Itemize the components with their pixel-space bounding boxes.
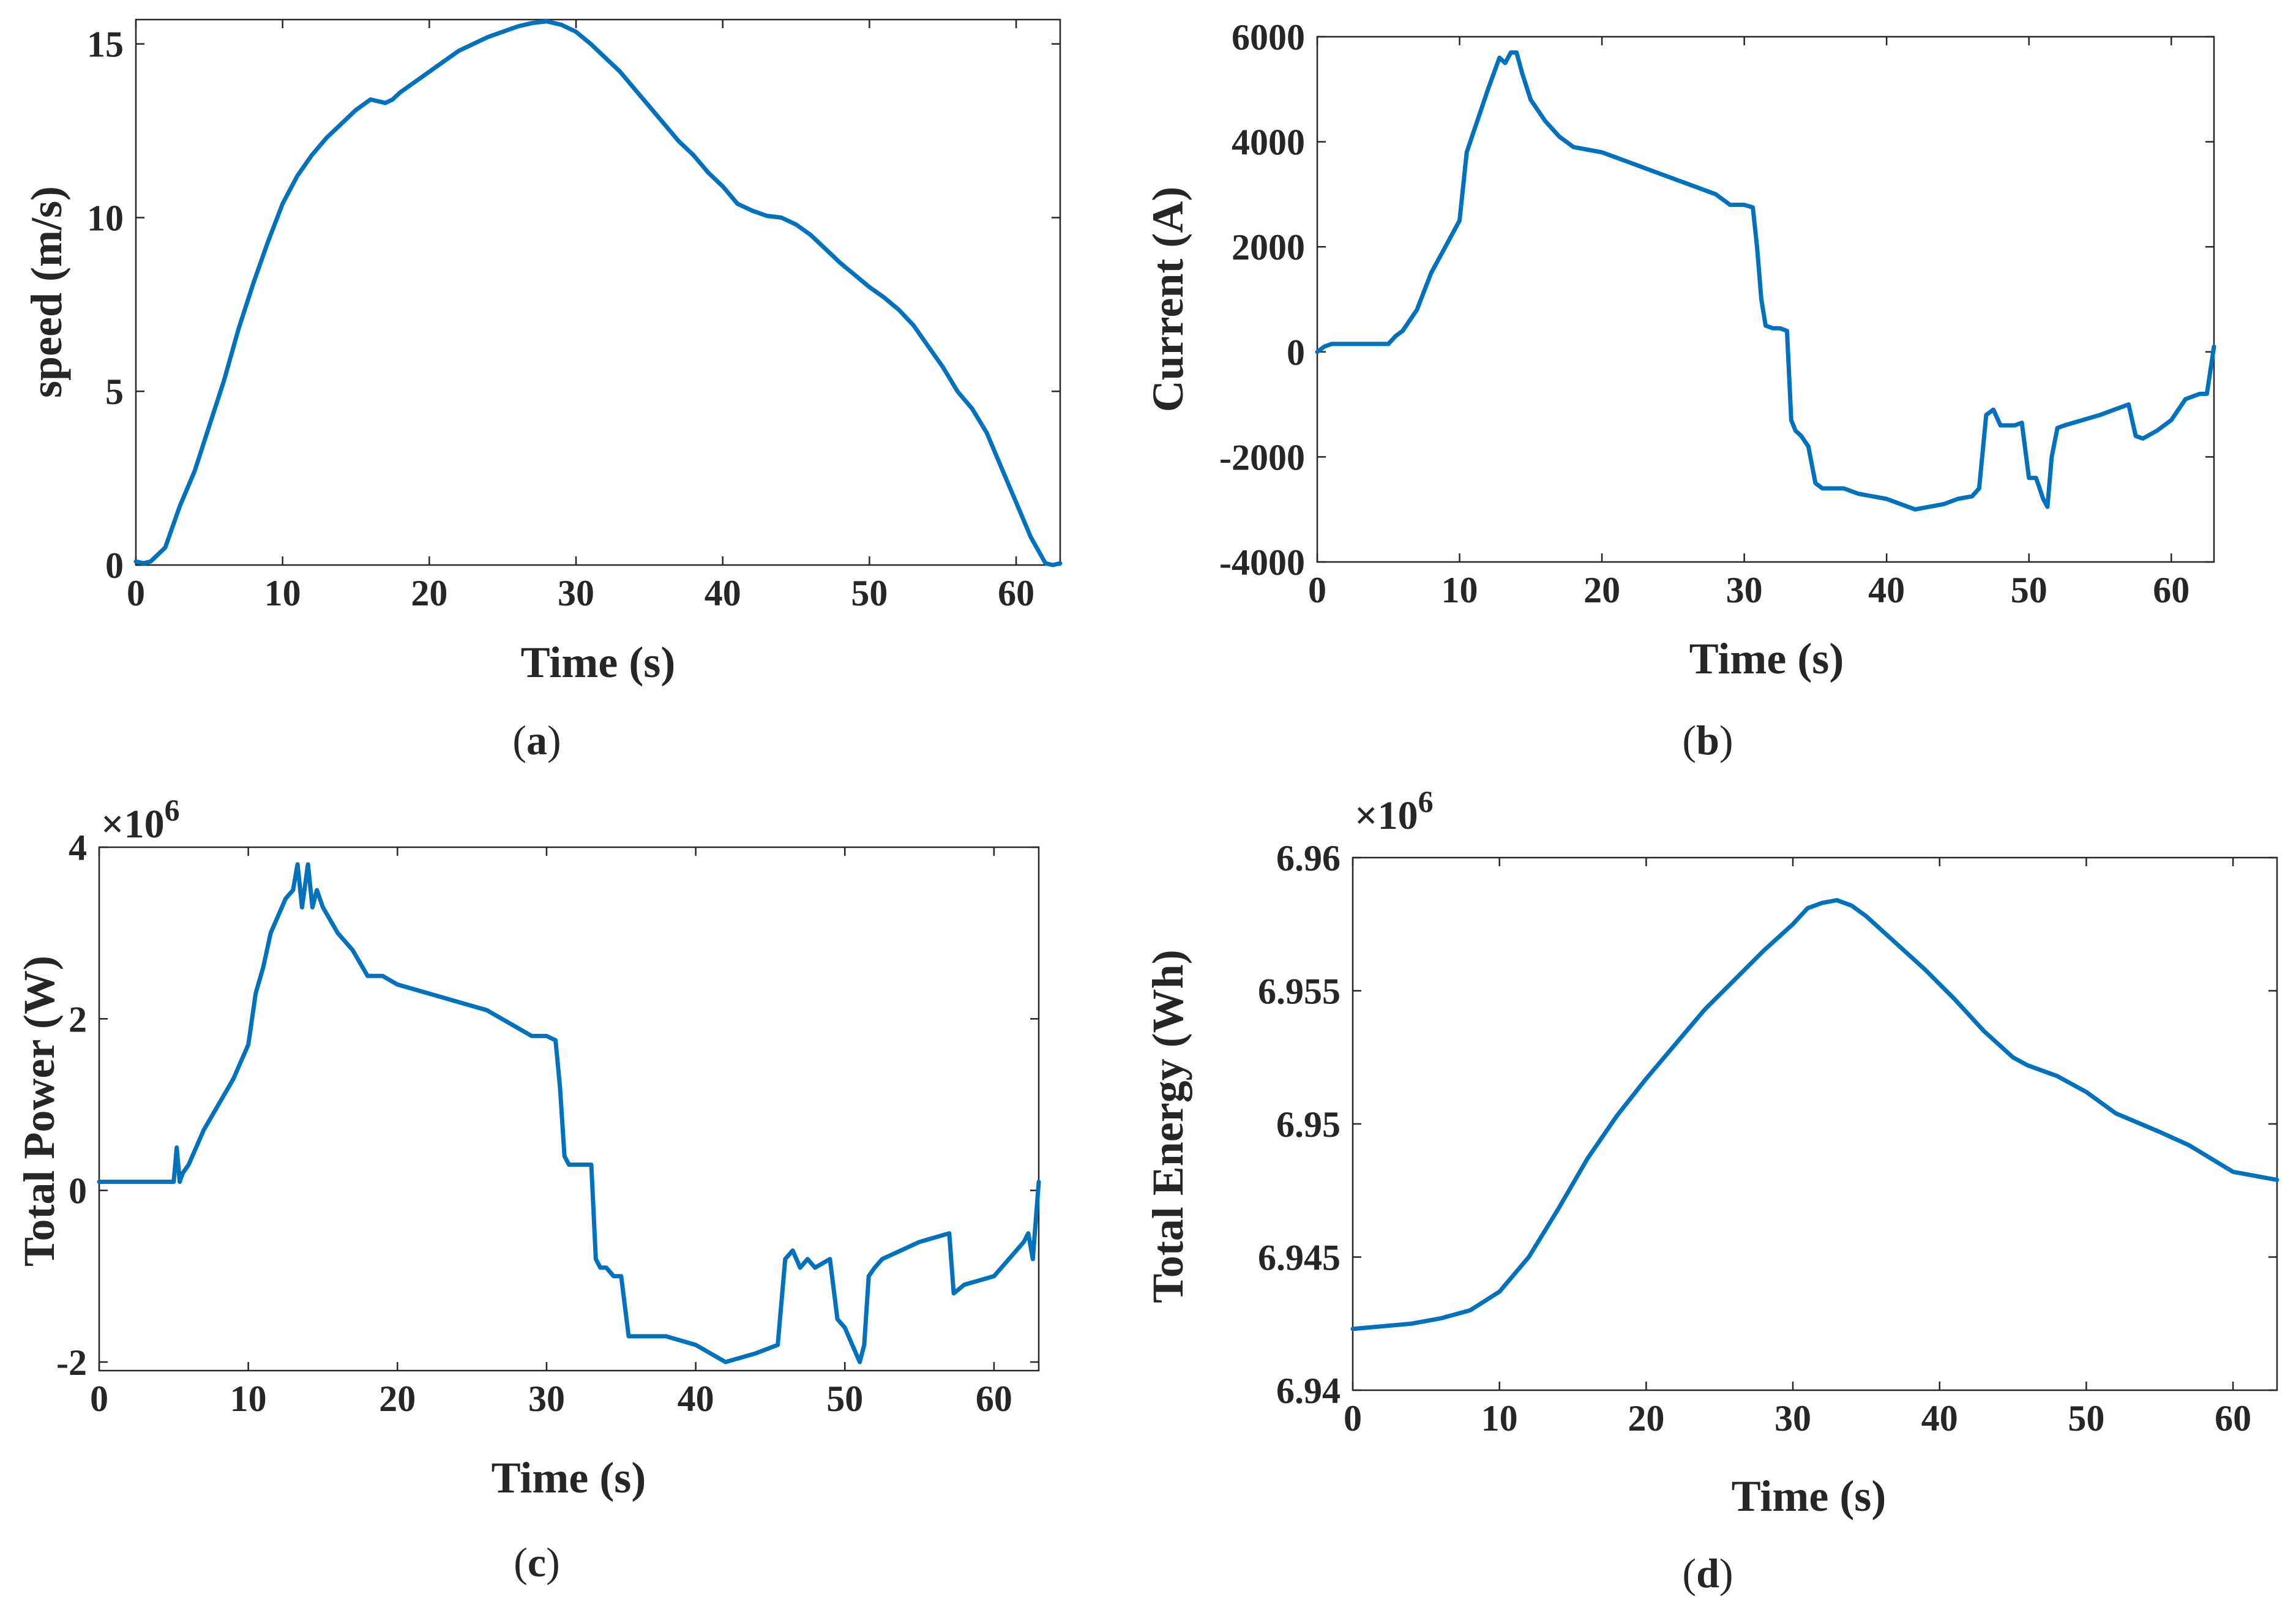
- x-tick-label: 40: [1921, 1398, 1958, 1439]
- x-tick-label: 40: [678, 1379, 714, 1419]
- x-tick-label: 0: [90, 1379, 108, 1419]
- x-tick-label: 40: [1868, 570, 1905, 610]
- x-tick-labels: 0 10 20 30 40 50 60: [127, 573, 1034, 613]
- y-tick-label: 6.94: [1276, 1371, 1341, 1411]
- x-axis-label: Time (s): [1689, 634, 1844, 683]
- x-tick-label: 60: [2153, 570, 2189, 610]
- y-tick-label: 4000: [1232, 122, 1305, 163]
- x-axis-label: Time (s): [521, 638, 676, 687]
- x-tick-label: 10: [230, 1379, 267, 1419]
- x-tick-labels: 0 10 20 30 40 50 60: [1344, 1398, 2251, 1439]
- x-tick-label: 50: [851, 573, 888, 613]
- chart-panel-d: 0 10 20 30 40 50 60 6.94 6.945 6.95 6.955 6.96 ×10…: [1143, 784, 2279, 1596]
- x-tick-label: 60: [2215, 1398, 2251, 1439]
- y-axis-label: Total Power (W): [15, 956, 64, 1267]
- axis-exponent-label: ×106: [1355, 784, 1434, 838]
- x-tick-label: 40: [705, 573, 741, 613]
- y-tick-labels: -2 0 2 4: [56, 828, 87, 1383]
- x-tick-label: 30: [1774, 1398, 1811, 1439]
- y-tick-label: 6.955: [1258, 971, 1341, 1012]
- tick-marks: [1316, 36, 2214, 563]
- y-tick-label: 4: [69, 828, 87, 868]
- x-tick-label: 60: [998, 573, 1034, 613]
- y-tick-label: -2000: [1219, 437, 1305, 477]
- panel-caption: (b): [1682, 717, 1733, 763]
- x-tick-label: 50: [826, 1379, 863, 1419]
- y-tick-label: 5: [105, 372, 124, 412]
- panel-caption-letter: a: [526, 717, 547, 763]
- chart-panel-b: 0 10 20 30 40 50 60 -4000 -2000 0 2000 4000 6000 Ti…: [1143, 17, 2216, 763]
- y-tick-label: -2: [56, 1342, 87, 1383]
- x-tick-label: 60: [976, 1379, 1012, 1419]
- y-tick-label: 6.945: [1258, 1238, 1341, 1278]
- y-tick-label: 6.96: [1276, 838, 1341, 878]
- y-tick-label: 2: [69, 999, 87, 1039]
- series-line-current: [1315, 50, 2216, 512]
- series-line-speed: [133, 19, 1063, 567]
- y-tick-label: 6000: [1232, 17, 1305, 58]
- y-axis-label: Total Energy (Wh): [1143, 949, 1192, 1303]
- x-tick-label: 20: [411, 573, 447, 613]
- x-tick-label: 0: [1308, 570, 1326, 610]
- x-tick-label: 20: [1584, 570, 1620, 610]
- x-tick-labels: 0 10 20 30 40 50 60: [90, 1379, 1012, 1419]
- y-tick-label: 0: [105, 545, 124, 586]
- axes-box: [135, 18, 1061, 566]
- y-axis-label: Current (A): [1143, 187, 1192, 413]
- y-tick-label: 0: [69, 1171, 87, 1211]
- axis-exponent-label: ×106: [101, 793, 180, 847]
- x-tick-labels: 0 10 20 30 40 50 60: [1308, 570, 2189, 610]
- y-tick-label: 2000: [1232, 227, 1305, 268]
- axes-box: [1316, 36, 2215, 563]
- x-tick-label: 30: [1726, 570, 1763, 610]
- x-tick-label: 20: [1628, 1398, 1664, 1439]
- tick-marks: [98, 846, 1039, 1371]
- tick-marks: [135, 20, 1060, 566]
- x-tick-label: 30: [558, 573, 594, 613]
- y-tick-labels: -4000 -2000 0 2000 4000 6000: [1219, 17, 1305, 583]
- y-tick-label: 6.95: [1276, 1104, 1341, 1145]
- y-tick-label: -4000: [1219, 542, 1305, 583]
- series-line-energy: [1350, 898, 2279, 1331]
- y-tick-label: 10: [87, 198, 124, 238]
- x-tick-label: 10: [264, 573, 301, 613]
- x-tick-label: 0: [127, 573, 145, 613]
- x-tick-label: 30: [528, 1379, 565, 1419]
- chart-panel-a: 0 10 20 30 40 50 60 0 5 10 15 Time (s) speed (m/s…: [22, 18, 1063, 763]
- y-tick-label: 0: [1287, 332, 1305, 373]
- y-axis-label: speed (m/s): [22, 186, 71, 398]
- panel-caption-letter: c: [528, 1539, 546, 1585]
- exponent-power: 6: [1418, 784, 1434, 818]
- axes-box: [98, 846, 1040, 1372]
- y-tick-labels: 6.94 6.945 6.95 6.955 6.96: [1258, 838, 1341, 1411]
- x-tick-label: 10: [1481, 1398, 1518, 1439]
- panel-caption-letter: b: [1696, 717, 1719, 763]
- y-tick-label: 15: [87, 24, 124, 65]
- x-axis-label: Time (s): [1732, 1472, 1887, 1521]
- panel-caption: (a): [512, 717, 561, 763]
- x-tick-label: 20: [379, 1379, 416, 1419]
- x-tick-label: 50: [2011, 570, 2047, 610]
- x-axis-label: Time (s): [492, 1453, 646, 1502]
- panel-caption-letter: d: [1696, 1550, 1719, 1596]
- x-tick-label: 0: [1344, 1398, 1362, 1439]
- y-tick-labels: 0 5 10 15: [87, 24, 124, 586]
- panel-caption: (d): [1682, 1550, 1733, 1596]
- x-tick-label: 50: [2068, 1398, 2104, 1439]
- panel-caption: (c): [514, 1539, 560, 1585]
- series-line-power: [97, 862, 1041, 1364]
- exponent-power: 6: [165, 793, 180, 827]
- tick-marks: [1352, 856, 2277, 1391]
- x-tick-label: 10: [1442, 570, 1478, 610]
